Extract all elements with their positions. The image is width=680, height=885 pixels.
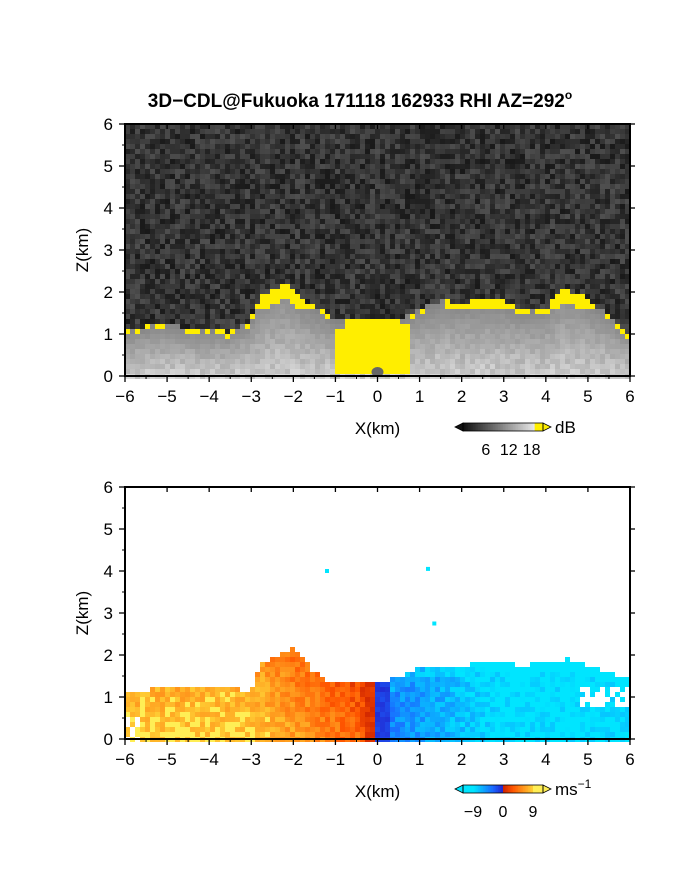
x-tick-label: 0: [373, 750, 382, 769]
x-tick-label: 4: [541, 750, 550, 769]
x-tick-label: 5: [583, 387, 592, 406]
colorbar-tick-label: 0: [499, 804, 508, 821]
y-tick-label: 0: [104, 367, 113, 386]
y-tick-label: 3: [104, 241, 113, 260]
y-tick-label: 3: [104, 604, 113, 623]
colorbar-min-arrow: [455, 423, 463, 431]
colorbar-min-arrow: [455, 785, 463, 793]
x-tick-label: −2: [284, 387, 303, 406]
x-tick-label: −4: [199, 387, 218, 406]
y-tick-label: 2: [104, 646, 113, 665]
x-tick-label: 2: [457, 750, 466, 769]
y-tick-label: 2: [104, 283, 113, 302]
y-tick-label: 5: [104, 157, 113, 176]
y-tick-label: 1: [104, 688, 113, 707]
x-tick-label: −1: [326, 387, 345, 406]
x-tick-label: 6: [625, 387, 634, 406]
x-tick-label: 2: [457, 387, 466, 406]
scatter-point: [426, 567, 430, 571]
x-tick-label: 5: [583, 750, 592, 769]
title-superscript: o: [565, 88, 572, 102]
y-tick-label: 1: [104, 325, 113, 344]
y-axis-label: Z(km): [73, 228, 92, 272]
x-tick-label: −6: [115, 387, 134, 406]
colorbar-tick-label: 6: [481, 442, 490, 459]
x-tick-label: −3: [242, 750, 261, 769]
x-axis-label: X(km): [355, 782, 400, 801]
chart-title: 3D−CDL@Fukuoka 171118 162933 RHI AZ=292o: [148, 88, 572, 112]
x-tick-label: 0: [373, 387, 382, 406]
colorbar-unit: ms−1: [555, 777, 592, 799]
colorbar-max-arrow: [543, 785, 551, 793]
x-tick-label: 3: [499, 387, 508, 406]
y-tick-label: 4: [104, 199, 113, 218]
x-tick-label: −5: [157, 750, 176, 769]
colorbar-tick-label: 12: [500, 442, 518, 459]
x-tick-label: −2: [284, 750, 303, 769]
colorbar-max-arrow: [543, 423, 551, 431]
colorbar-unit-superscript: −1: [578, 777, 592, 791]
y-tick-label: 5: [104, 520, 113, 539]
y-tick-label: 6: [104, 478, 113, 497]
y-tick-label: 4: [104, 562, 113, 581]
colorbar-tick-label: −9: [464, 804, 482, 821]
x-tick-label: −1: [326, 750, 345, 769]
x-axis-label: X(km): [355, 419, 400, 438]
x-tick-label: −3: [242, 387, 261, 406]
scatter-point: [325, 569, 329, 573]
reflectivity-field: [125, 124, 630, 379]
y-axis-label: Z(km): [73, 591, 92, 635]
velocity-panel: −6 −5 −4 −3 −2 −1 0 1 2 3 4 5 6 0 1 2 3 4 5 6 X(km) Z(km) −9 0 9…: [73, 478, 635, 821]
x-tick-label: 1: [415, 387, 424, 406]
colorbar: −9 0 9 ms−1: [455, 777, 592, 821]
colorbar-tick-label: 18: [523, 442, 541, 459]
x-tick-label: 3: [499, 750, 508, 769]
y-tick-label: 0: [104, 730, 113, 749]
x-tick-label: 1: [415, 750, 424, 769]
x-tick-label: 4: [541, 387, 550, 406]
colorbar: 6 12 18 dB: [455, 418, 576, 459]
y-tick-label: 6: [104, 115, 113, 134]
x-tick-label: −4: [199, 750, 218, 769]
colorbar-unit: dB: [555, 418, 576, 437]
x-tick-label: −6: [115, 750, 134, 769]
x-tick-label: 6: [625, 750, 634, 769]
colorbar-tick-label: 9: [529, 804, 538, 821]
velocity-field: [125, 487, 630, 742]
scatter-point: [432, 622, 436, 626]
x-tick-label: −5: [157, 387, 176, 406]
